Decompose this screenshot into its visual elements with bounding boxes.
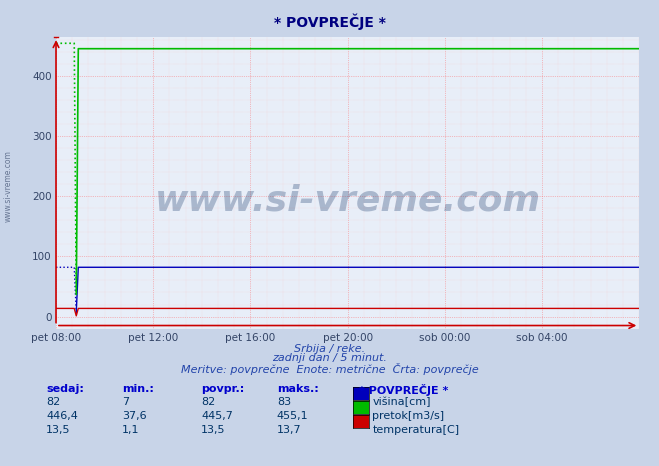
Text: sedaj:: sedaj: — [46, 384, 84, 394]
Text: 13,7: 13,7 — [277, 425, 301, 435]
Text: 82: 82 — [201, 397, 215, 407]
Text: * POVPREČJE *: * POVPREČJE * — [359, 384, 449, 397]
Text: zadnji dan / 5 minut.: zadnji dan / 5 minut. — [272, 353, 387, 363]
Text: www.si-vreme.com: www.si-vreme.com — [155, 184, 540, 217]
Text: maks.:: maks.: — [277, 384, 318, 394]
Text: Srbija / reke.: Srbija / reke. — [294, 344, 365, 354]
Text: www.si-vreme.com: www.si-vreme.com — [3, 151, 13, 222]
Text: 446,4: 446,4 — [46, 411, 78, 421]
Text: * POVPREČJE *: * POVPREČJE * — [273, 14, 386, 30]
Text: min.:: min.: — [122, 384, 154, 394]
Text: 13,5: 13,5 — [201, 425, 225, 435]
Text: 83: 83 — [277, 397, 291, 407]
Text: pretok[m3/s]: pretok[m3/s] — [372, 411, 444, 421]
Text: 445,7: 445,7 — [201, 411, 233, 421]
Text: 455,1: 455,1 — [277, 411, 308, 421]
Text: 7: 7 — [122, 397, 129, 407]
Text: višina[cm]: višina[cm] — [372, 397, 431, 407]
Text: 13,5: 13,5 — [46, 425, 71, 435]
Text: 1,1: 1,1 — [122, 425, 140, 435]
Text: povpr.:: povpr.: — [201, 384, 244, 394]
Text: 82: 82 — [46, 397, 61, 407]
Text: 37,6: 37,6 — [122, 411, 146, 421]
Text: temperatura[C]: temperatura[C] — [372, 425, 459, 435]
Text: Meritve: povprečne  Enote: metrične  Črta: povprečje: Meritve: povprečne Enote: metrične Črta:… — [181, 363, 478, 375]
